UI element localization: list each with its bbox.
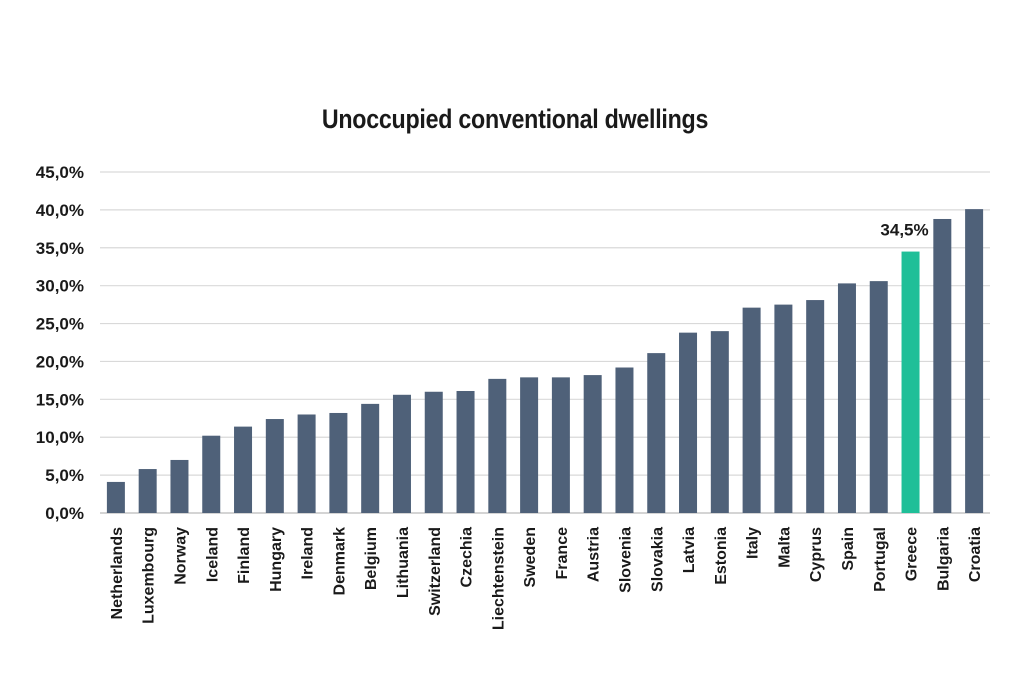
y-tick-label: 5,0% bbox=[45, 466, 84, 485]
x-tick-label: Slovakia bbox=[649, 527, 666, 592]
x-tick-label: Sweden bbox=[522, 527, 539, 587]
y-tick-label: 40,0% bbox=[36, 201, 84, 220]
x-tick-label: Switzerland bbox=[427, 527, 444, 616]
bar-belgium bbox=[361, 403, 380, 513]
bar-luxembourg bbox=[138, 469, 157, 513]
bar-slovakia bbox=[647, 353, 666, 513]
bar-denmark bbox=[329, 412, 348, 513]
bar-france bbox=[551, 377, 570, 513]
bar-spain bbox=[837, 283, 856, 513]
data-label-greece: 34,5% bbox=[880, 221, 928, 240]
x-tick-label: Hungary bbox=[268, 527, 285, 592]
y-tick-label: 45,0% bbox=[36, 163, 84, 182]
bar-sweden bbox=[520, 377, 539, 513]
bar-lithuania bbox=[392, 394, 411, 513]
x-tick-label: Portugal bbox=[872, 527, 889, 592]
bar-greece bbox=[901, 251, 920, 514]
chart-title: Unoccupied conventional dwellings bbox=[321, 104, 709, 134]
bar-czechia bbox=[456, 390, 475, 513]
bar-switzerland bbox=[424, 391, 443, 513]
y-tick-label: 30,0% bbox=[36, 277, 84, 296]
x-tick-label: Lithuania bbox=[395, 527, 412, 598]
bar-iceland bbox=[202, 435, 221, 513]
x-tick-label: Estonia bbox=[713, 527, 730, 585]
bar-liechtenstein bbox=[488, 378, 507, 513]
x-tick-label: Belgium bbox=[363, 527, 380, 590]
grid-lines bbox=[100, 171, 990, 514]
bar-cyprus bbox=[806, 300, 825, 513]
x-tick-label: Denmark bbox=[331, 527, 348, 596]
y-tick-label: 25,0% bbox=[36, 315, 84, 334]
bar-croatia bbox=[965, 209, 984, 513]
x-tick-label: France bbox=[554, 527, 571, 580]
bar-hungary bbox=[265, 419, 284, 513]
x-tick-label: Finland bbox=[236, 527, 253, 584]
x-axis: Netherlands Luxembourg Norway Iceland Finlan… bbox=[109, 527, 984, 630]
bar-norway bbox=[170, 459, 189, 513]
data-labels: 34,5% bbox=[880, 221, 928, 240]
y-tick-label: 35,0% bbox=[36, 239, 84, 258]
y-tick-label: 0,0% bbox=[45, 504, 84, 523]
x-tick-label: Austria bbox=[586, 527, 603, 582]
x-tick-label: Liechtenstein bbox=[490, 527, 507, 630]
x-tick-label: Italy bbox=[745, 527, 762, 559]
bar-latvia bbox=[679, 332, 698, 513]
y-tick-label: 20,0% bbox=[36, 352, 84, 371]
bars bbox=[106, 209, 984, 514]
x-tick-label: Cyprus bbox=[808, 527, 825, 582]
bar-portugal bbox=[869, 281, 888, 513]
bar-netherlands bbox=[106, 481, 125, 513]
x-tick-label: Bulgaria bbox=[935, 527, 952, 591]
y-axis: 0,0% 5,0% 10,0% 15,0% 20,0% 25,0% 30,0% 35,0% 40… bbox=[36, 163, 84, 523]
y-tick-label: 10,0% bbox=[36, 428, 84, 447]
x-tick-label: Ireland bbox=[300, 527, 317, 579]
x-tick-label: Slovenia bbox=[617, 527, 634, 593]
bar-estonia bbox=[710, 331, 729, 513]
bar-finland bbox=[234, 426, 253, 513]
x-tick-label: Iceland bbox=[204, 527, 221, 582]
bar-slovenia bbox=[615, 367, 634, 513]
bar-bulgaria bbox=[933, 218, 952, 513]
y-tick-label: 15,0% bbox=[36, 390, 84, 409]
x-tick-label: Malta bbox=[776, 527, 793, 568]
bar-malta bbox=[774, 304, 793, 513]
x-tick-label: Latvia bbox=[681, 527, 698, 573]
bar-italy bbox=[742, 307, 761, 513]
bar-ireland bbox=[297, 414, 316, 513]
x-tick-label: Spain bbox=[840, 527, 857, 571]
x-tick-label: Luxembourg bbox=[141, 527, 158, 624]
x-tick-label: Czechia bbox=[459, 527, 476, 588]
bar-austria bbox=[583, 375, 602, 513]
x-tick-label: Croatia bbox=[967, 527, 984, 582]
x-tick-label: Netherlands bbox=[109, 527, 126, 620]
x-tick-label: Greece bbox=[904, 527, 921, 581]
x-tick-label: Norway bbox=[172, 527, 189, 585]
